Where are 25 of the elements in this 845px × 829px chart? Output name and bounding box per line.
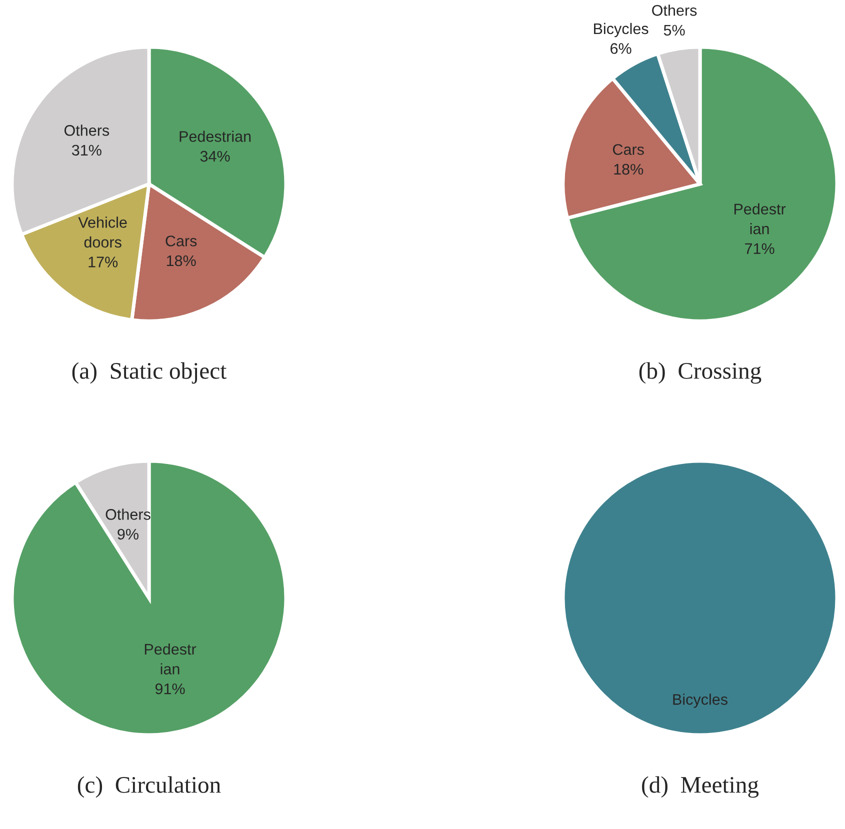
text: (c) Circulation: [78, 776, 221, 798]
data-label: 5%: [664, 24, 685, 36]
slice-label: Bicycles: [673, 694, 728, 708]
data-label: 18%: [166, 255, 196, 266]
slice-label: Cars: [612, 144, 644, 155]
data-label: 71%: [745, 243, 774, 254]
slice-label: Pedestr ian: [144, 643, 196, 674]
slice-label: Pedestrian: [180, 130, 251, 142]
data-label: 17%: [88, 256, 118, 268]
slice-label: Others: [652, 4, 697, 16]
data-label: 6%: [610, 43, 632, 54]
slice-label: Pedestr ian: [734, 203, 786, 234]
text: (a) Static object: [72, 362, 227, 384]
slice-label: Others: [106, 508, 150, 520]
data-label: 18%: [614, 164, 644, 175]
slice-label: Bicycles: [594, 22, 648, 38]
text: (b) Crossing: [639, 362, 762, 384]
text: (d) Meeting: [642, 776, 759, 798]
data-label: 31%: [72, 144, 102, 156]
slice-label: Vehicle doors: [78, 216, 127, 248]
slice-label: Cars: [166, 236, 197, 246]
slice-label: Others: [64, 124, 110, 136]
data-label: 91%: [155, 683, 185, 694]
data-label: 34%: [200, 150, 230, 162]
data-label: 9%: [118, 528, 138, 540]
